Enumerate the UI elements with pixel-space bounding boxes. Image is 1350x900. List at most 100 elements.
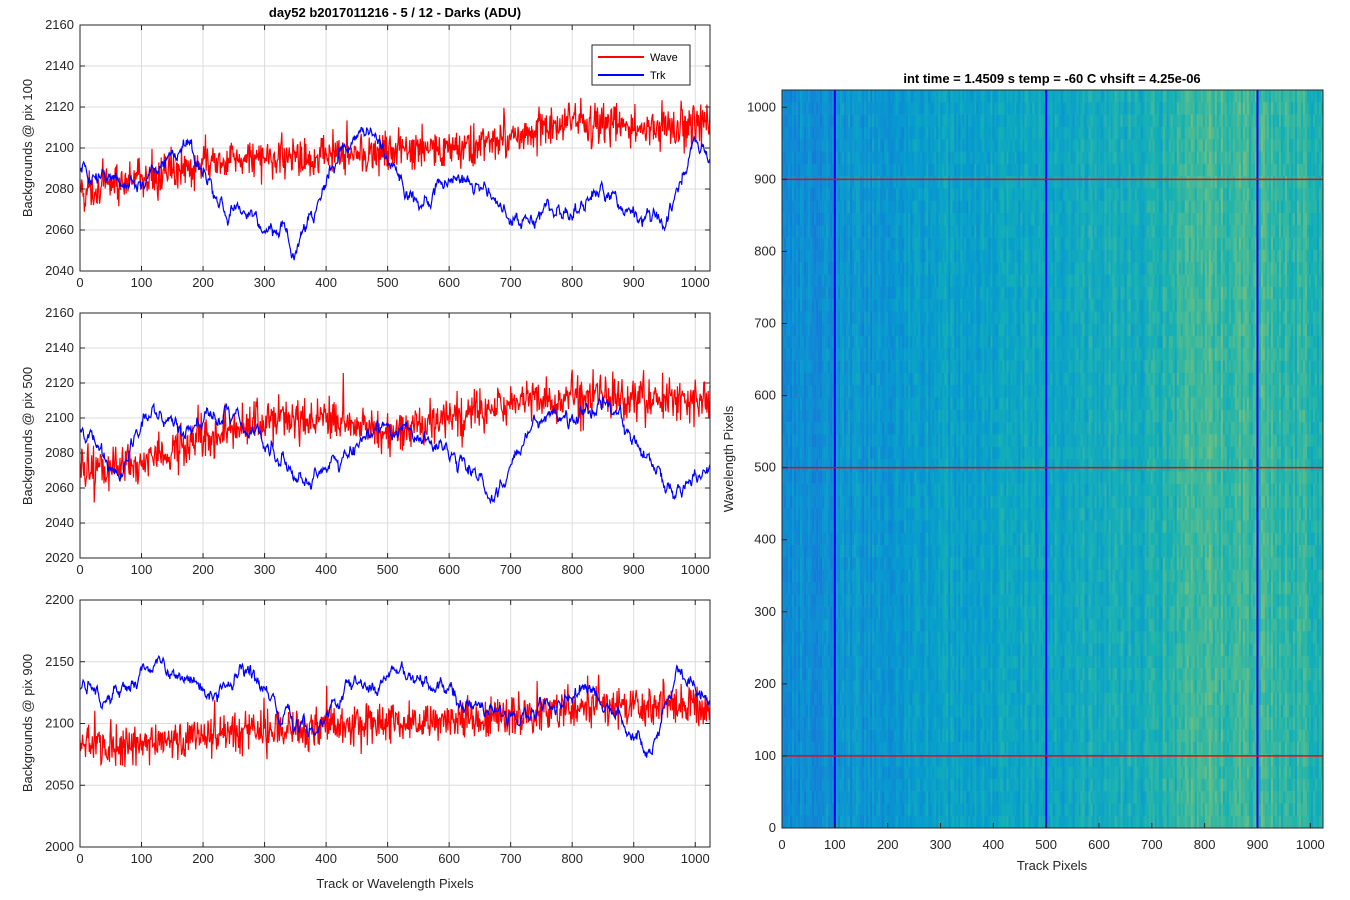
- heatmap-cell: [936, 815, 939, 829]
- heatmap-cell: [822, 360, 825, 374]
- heatmap-cell: [854, 90, 857, 103]
- heatmap-cell: [934, 139, 937, 152]
- heatmap-cell: [926, 311, 929, 324]
- heatmap-cell: [852, 311, 855, 324]
- heatmap-cell: [912, 213, 915, 226]
- heatmap-cell: [910, 348, 913, 361]
- heatmap-cell: [826, 422, 829, 435]
- heatmap-cell: [844, 188, 847, 201]
- heatmap-cell: [912, 668, 915, 681]
- heatmap-cell: [880, 532, 883, 546]
- heatmap-cell: [852, 778, 855, 792]
- heatmap-cell: [888, 803, 891, 816]
- heatmap-cell: [924, 803, 927, 816]
- heatmap-cell: [886, 459, 889, 472]
- heatmap-cell: [806, 459, 809, 472]
- heatmap-cell: [916, 594, 919, 607]
- heatmap-cell: [866, 594, 869, 607]
- heatmap-cell: [852, 557, 855, 570]
- heatmap-cell: [810, 385, 813, 398]
- heatmap-cell: [850, 360, 853, 374]
- heatmap-cell: [884, 557, 887, 570]
- heatmap-cell: [896, 213, 899, 226]
- heatmap-cell: [872, 422, 875, 435]
- heatmap-cell: [858, 495, 861, 509]
- heatmap-cell: [862, 717, 865, 730]
- heatmap-cell: [912, 262, 915, 275]
- heatmap-cell: [794, 90, 797, 103]
- heatmap-cell: [928, 545, 931, 558]
- heatmap-cell: [932, 618, 935, 632]
- y-tick-label: 2080: [45, 445, 74, 460]
- heatmap-cell: [794, 483, 797, 497]
- heatmap-cell: [824, 372, 827, 386]
- heatmap-cell: [892, 360, 895, 374]
- heatmap-cell: [786, 311, 789, 324]
- heatmap-cell: [872, 471, 875, 484]
- heatmap-cell: [932, 151, 935, 165]
- heatmap-cell: [846, 336, 849, 349]
- heatmap-cell: [794, 434, 797, 447]
- heatmap-cell: [938, 176, 941, 189]
- heatmap-cell: [806, 618, 809, 632]
- heatmap-cell: [782, 151, 785, 165]
- heatmap-cell: [880, 102, 883, 115]
- heatmap-cell: [818, 372, 821, 386]
- heatmap-cell: [796, 237, 799, 251]
- heatmap-cell: [786, 126, 789, 140]
- heatmap-cell: [796, 274, 799, 288]
- heatmap-cell: [846, 631, 849, 644]
- heatmap-cell: [904, 90, 907, 103]
- heatmap-cell: [884, 225, 887, 238]
- heatmap-cell: [892, 336, 895, 349]
- heatmap-cell: [864, 791, 867, 804]
- heatmap-cell: [912, 471, 915, 484]
- heatmap-cell: [866, 815, 869, 829]
- heatmap-cell: [782, 126, 785, 140]
- heatmap-cell: [862, 495, 865, 509]
- heatmap-cell: [848, 594, 851, 607]
- heatmap-cell: [856, 336, 859, 349]
- heatmap-cell: [788, 397, 791, 411]
- heatmap-cell: [794, 705, 797, 718]
- heatmap-cell: [882, 495, 885, 509]
- heatmap-cell: [798, 409, 801, 423]
- heatmap-cell: [840, 803, 843, 816]
- heatmap-cell: [812, 815, 815, 829]
- heatmap-cell: [888, 791, 891, 804]
- heatmap-cell: [872, 655, 875, 669]
- heatmap-cell: [844, 422, 847, 435]
- heatmap-cell: [810, 336, 813, 349]
- heatmap-cell: [936, 299, 939, 312]
- heatmap-cell: [872, 815, 875, 829]
- heatmap-cell: [930, 766, 933, 780]
- heatmap-cell: [828, 200, 831, 214]
- heatmap-cell: [832, 557, 835, 570]
- heatmap-cell: [886, 323, 889, 337]
- heatmap-cell: [868, 729, 871, 743]
- heatmap-cell: [886, 569, 889, 583]
- heatmap-cell: [878, 520, 881, 534]
- heatmap-cell: [880, 791, 883, 804]
- heatmap-cell: [904, 803, 907, 816]
- heatmap-cell: [936, 311, 939, 324]
- y-tick-label: 2040: [45, 515, 74, 530]
- heatmap-cell: [792, 668, 795, 681]
- heatmap-cell: [902, 139, 905, 152]
- heatmap-cell: [886, 594, 889, 607]
- heatmap-cell: [800, 791, 803, 804]
- heatmap-cell: [920, 594, 923, 607]
- heatmap-cell: [846, 766, 849, 780]
- heatmap-cell: [930, 114, 933, 128]
- heatmap-cell: [788, 126, 791, 140]
- heatmap-cell: [796, 471, 799, 484]
- heatmap-cell: [794, 520, 797, 534]
- heatmap-cell: [858, 348, 861, 361]
- heatmap-cell: [914, 471, 917, 484]
- heatmap-cell: [842, 434, 845, 447]
- heatmap-cell: [906, 385, 909, 398]
- heatmap-cell: [814, 151, 817, 165]
- heatmap-cell: [860, 618, 863, 632]
- heatmap-cell: [918, 102, 921, 115]
- heatmap-cell: [928, 729, 931, 743]
